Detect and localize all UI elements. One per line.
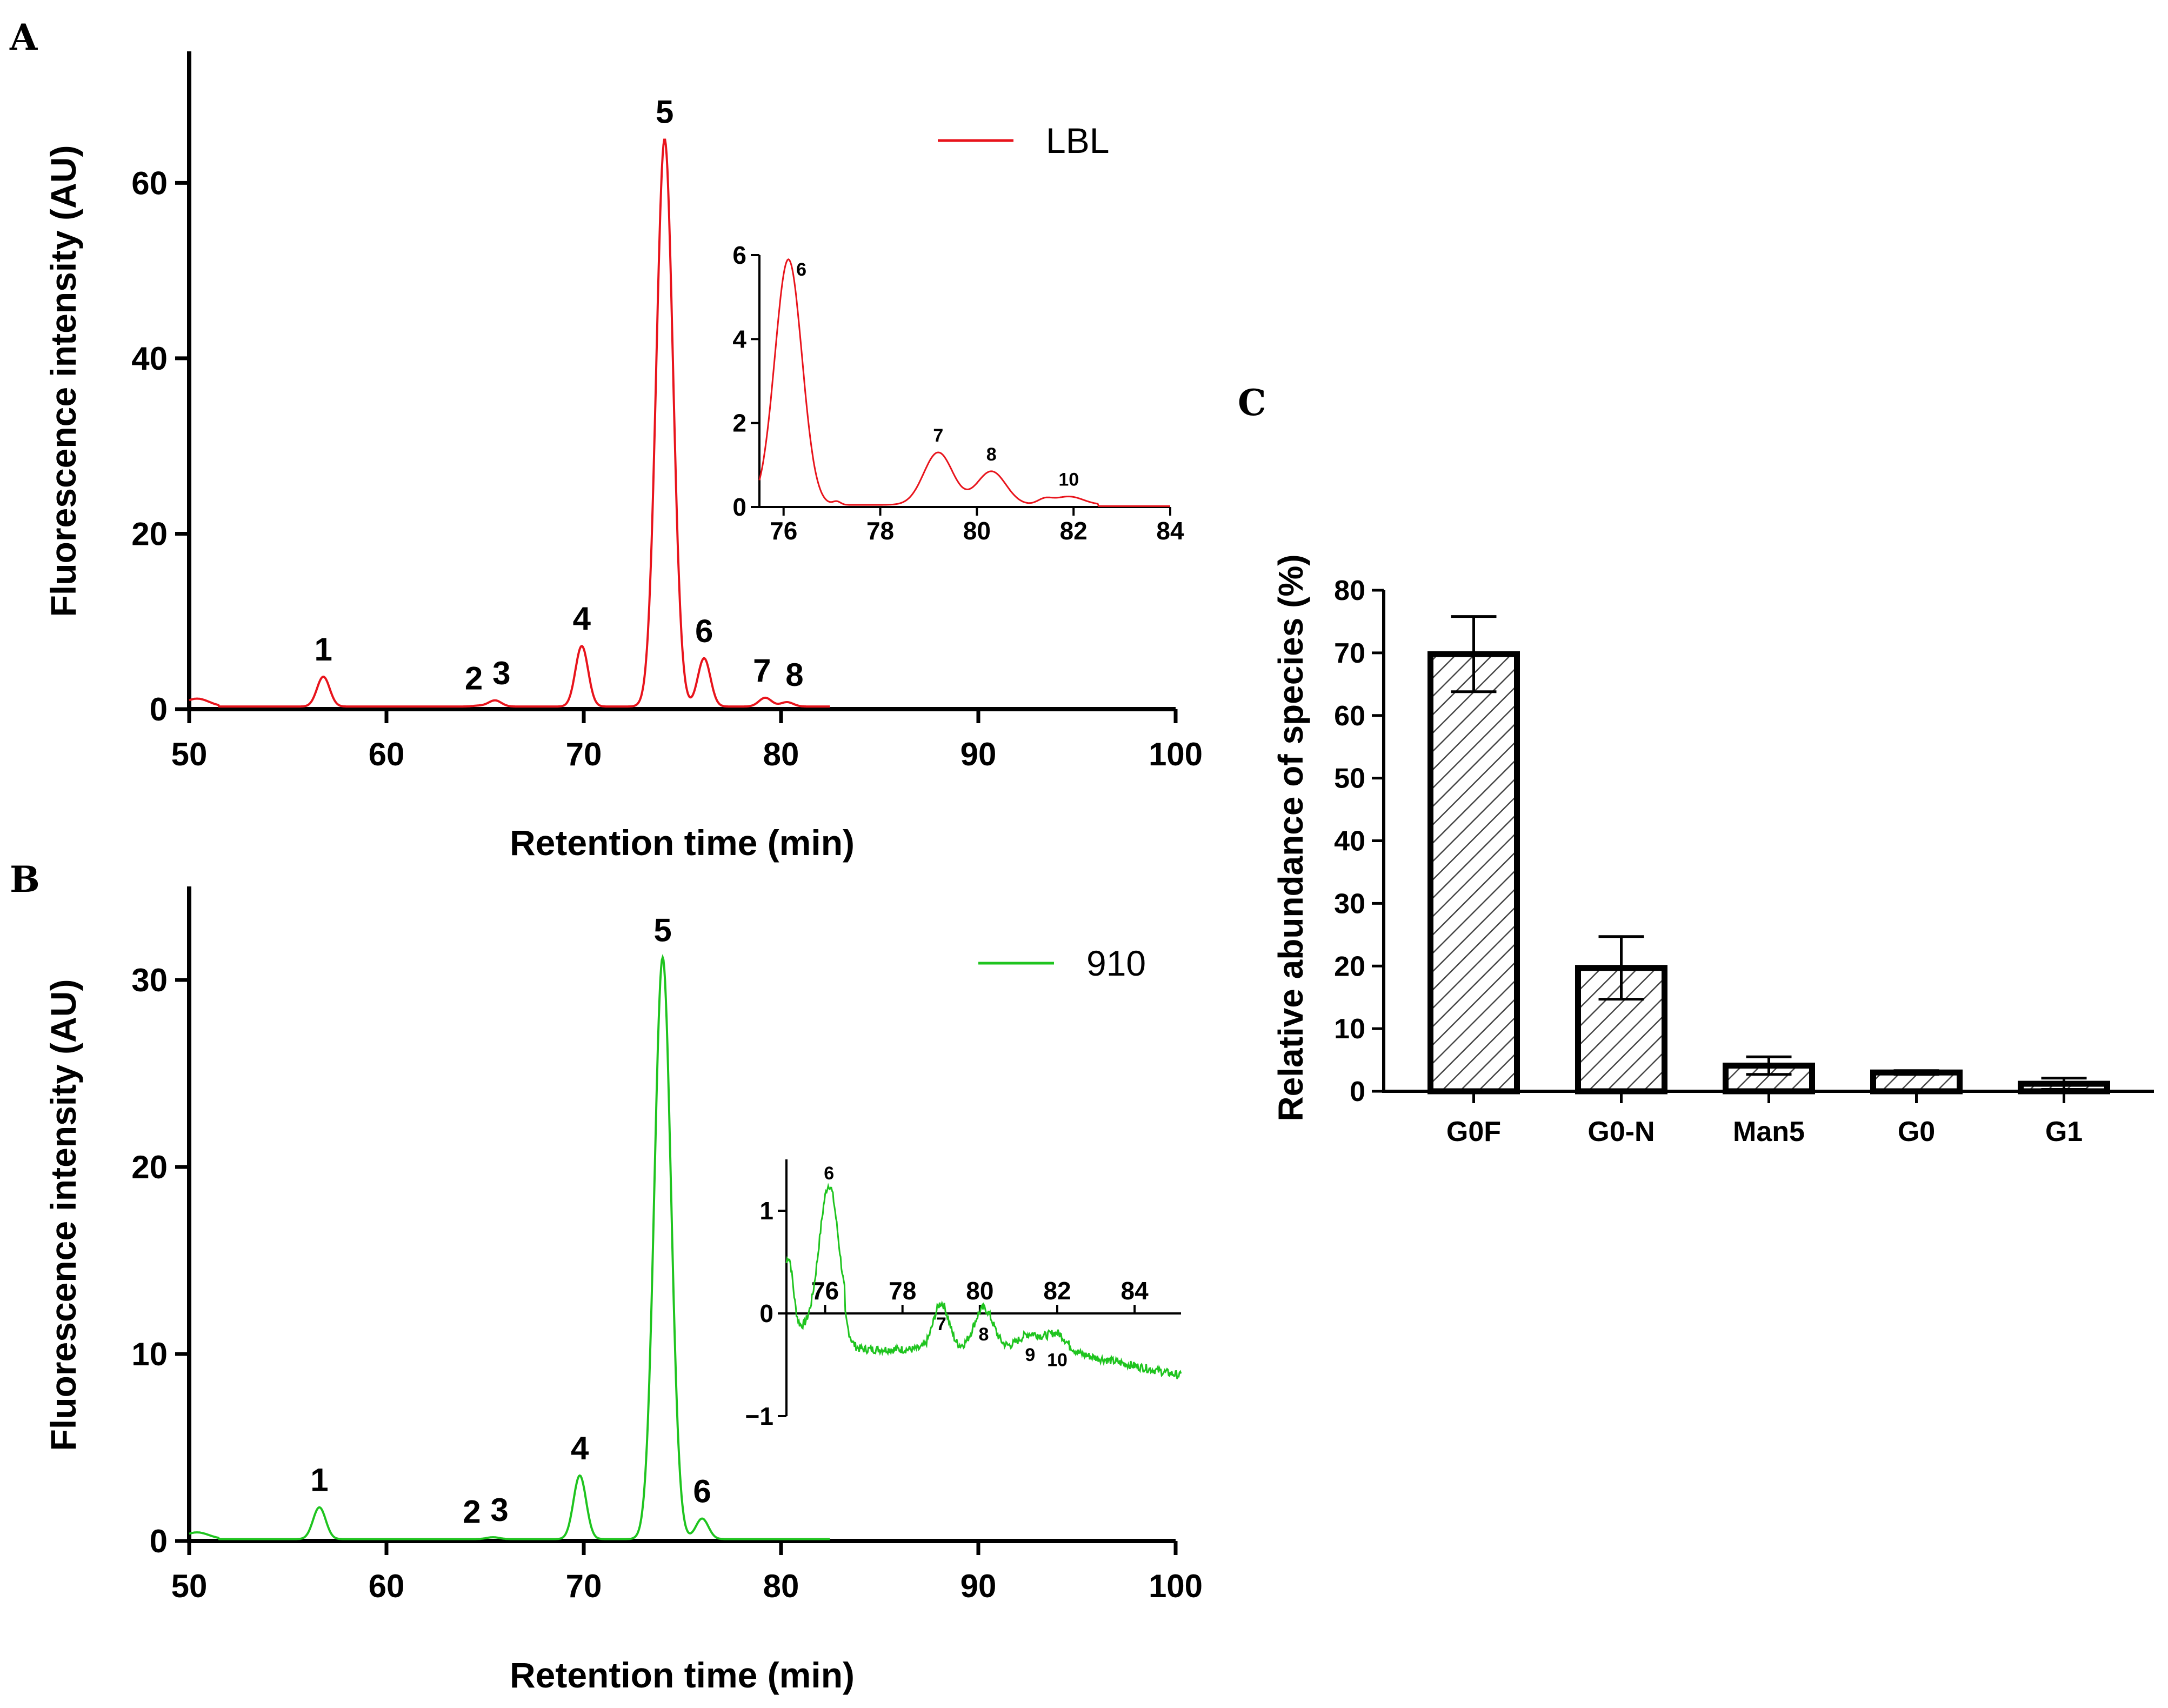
inset-y-tick-label: 2 bbox=[732, 409, 746, 437]
y-tick-label: 20 bbox=[131, 1149, 168, 1185]
peak-label: 1 bbox=[310, 1462, 328, 1498]
inset-x-tick-label: 82 bbox=[1043, 1277, 1071, 1305]
inset-x-tick-label: 80 bbox=[966, 1277, 993, 1305]
bar bbox=[1427, 651, 1520, 1095]
x-tick-label: 60 bbox=[369, 736, 405, 772]
category-label: G1 bbox=[2045, 1116, 2083, 1147]
x-tick-label: 60 bbox=[369, 1568, 405, 1604]
peak-label: 2 bbox=[465, 660, 483, 697]
peak-label: 4 bbox=[573, 601, 591, 637]
y-tick-label: 50 bbox=[1334, 763, 1365, 795]
y-tick-label: 40 bbox=[1334, 826, 1365, 857]
peak-label: 2 bbox=[463, 1494, 481, 1530]
peak-label: 5 bbox=[653, 912, 671, 948]
y-tick-label: 0 bbox=[1350, 1076, 1365, 1107]
inset-trace-910 bbox=[785, 1183, 1182, 1379]
peak-label: 8 bbox=[785, 657, 803, 693]
y-tick-label: 60 bbox=[1334, 700, 1365, 732]
legend-label-lbl: LBL bbox=[1046, 121, 1109, 161]
inset-x-tick-label: 84 bbox=[1121, 1277, 1149, 1305]
inset-peak-label: 10 bbox=[1058, 470, 1079, 490]
inset-peak-label: 6 bbox=[824, 1163, 834, 1184]
y-tick-label: 40 bbox=[131, 341, 168, 377]
category-label: G0 bbox=[1898, 1116, 1935, 1147]
category-label: Man5 bbox=[1733, 1116, 1805, 1147]
inset-peak-label: 8 bbox=[979, 1324, 989, 1345]
inset-x-tick-label: 82 bbox=[1060, 517, 1088, 545]
y-tick-label: 30 bbox=[131, 962, 168, 998]
category-label: G0F bbox=[1446, 1116, 1501, 1147]
y-tick-label: 0 bbox=[150, 691, 168, 728]
y-tick-label: 0 bbox=[150, 1523, 168, 1559]
x-axis-title-b: Retention time (min) bbox=[510, 1655, 855, 1695]
y-axis-title-b: Fluorescence intensity (AU) bbox=[43, 979, 83, 1451]
chromatogram-trace-lbl bbox=[189, 138, 830, 708]
peak-label: 6 bbox=[693, 1473, 711, 1509]
y-tick-label: 70 bbox=[1334, 638, 1365, 669]
inset-x-tick-label: 80 bbox=[963, 517, 991, 545]
peak-label: 7 bbox=[753, 652, 771, 689]
x-tick-label: 50 bbox=[171, 1568, 208, 1604]
peak-label: 4 bbox=[571, 1430, 589, 1466]
peak-label: 1 bbox=[315, 631, 332, 668]
inset-x-tick-label: 78 bbox=[889, 1277, 916, 1305]
x-axis-title-a: Retention time (min) bbox=[510, 823, 855, 863]
inset-y-tick-label: 4 bbox=[732, 325, 746, 353]
peak-label: 3 bbox=[490, 1492, 508, 1528]
inset-peak-label: 6 bbox=[796, 259, 806, 280]
inset-peak-label: 7 bbox=[933, 425, 943, 446]
y-tick-label: 20 bbox=[1334, 951, 1365, 982]
y-tick-label: 30 bbox=[1334, 888, 1365, 919]
peak-label: 5 bbox=[656, 94, 673, 130]
panel-letter-a: A bbox=[9, 16, 38, 58]
x-tick-label: 80 bbox=[763, 736, 799, 772]
legend-label-910: 910 bbox=[1086, 943, 1146, 983]
peak-label: 6 bbox=[695, 613, 713, 649]
y-axis-title-c: Relative abundance of species (%) bbox=[1271, 554, 1310, 1121]
y-tick-label: 20 bbox=[131, 516, 168, 552]
inset-x-tick-label: 78 bbox=[866, 517, 894, 545]
inset-y-tick-label: 0 bbox=[759, 1299, 773, 1327]
inset-trace-lbl bbox=[758, 258, 1170, 507]
peak-label: 3 bbox=[492, 655, 510, 691]
inset-peak-label: 10 bbox=[1047, 1350, 1068, 1371]
inset-x-tick-label: 76 bbox=[770, 517, 797, 545]
inset-x-tick-label: 84 bbox=[1156, 517, 1184, 545]
chromatogram-trace-910 bbox=[189, 953, 830, 1540]
inset-y-tick-label: 0 bbox=[732, 493, 746, 521]
x-tick-label: 90 bbox=[960, 736, 997, 772]
inset-peak-label: 9 bbox=[1025, 1345, 1035, 1365]
x-tick-label: 70 bbox=[566, 1568, 602, 1604]
category-label: G0-N bbox=[1587, 1116, 1655, 1147]
x-tick-label: 70 bbox=[566, 736, 602, 772]
inset-y-tick-label: −1 bbox=[745, 1402, 773, 1430]
inset-x-tick-label: 76 bbox=[811, 1277, 839, 1305]
panel-letter-b: B bbox=[10, 858, 40, 900]
y-tick-label: 10 bbox=[1334, 1013, 1365, 1045]
y-tick-label: 60 bbox=[131, 165, 168, 201]
inset-y-tick-label: 1 bbox=[759, 1197, 773, 1225]
bar-chart-panel-c: 0 10 20 30 40 50 60 70 80 G0F G0-N Man5 G0 G1 Relati… bbox=[1271, 554, 2154, 1147]
inset-b: 76 78 80 82 84 −101 67 89 10 bbox=[745, 1159, 1182, 1430]
x-tick-label: 80 bbox=[763, 1568, 799, 1604]
y-tick-label: 80 bbox=[1334, 575, 1365, 606]
inset-peak-label: 8 bbox=[986, 444, 997, 465]
y-axis-title-a: Fluorescence intensity (AU) bbox=[43, 145, 83, 617]
x-tick-label: 100 bbox=[1149, 736, 1203, 772]
y-tick-label: 10 bbox=[131, 1336, 168, 1372]
x-tick-label: 90 bbox=[960, 1568, 997, 1604]
x-tick-label: 100 bbox=[1149, 1568, 1203, 1604]
inset-peak-label: 7 bbox=[936, 1314, 946, 1335]
x-tick-label: 50 bbox=[171, 736, 208, 772]
panel-letter-c: C bbox=[1238, 382, 1266, 424]
inset-y-tick-label: 6 bbox=[732, 241, 746, 269]
